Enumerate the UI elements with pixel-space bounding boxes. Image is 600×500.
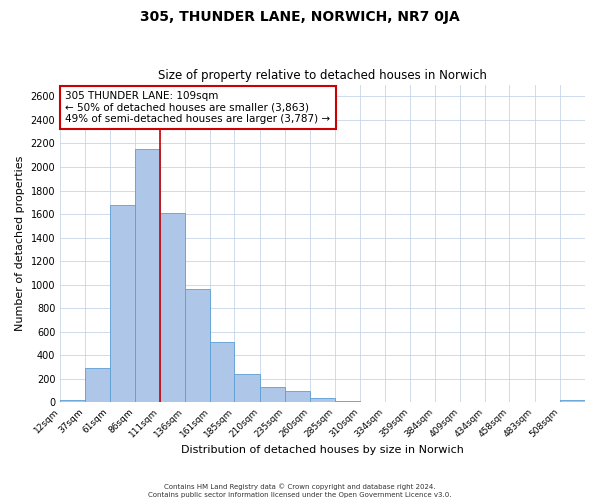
Bar xyxy=(335,400,361,402)
Bar xyxy=(210,342,235,402)
Bar xyxy=(85,368,110,402)
Y-axis label: Number of detached properties: Number of detached properties xyxy=(15,156,25,331)
Bar xyxy=(235,374,260,402)
Bar xyxy=(185,290,210,403)
Bar xyxy=(135,150,160,402)
Bar xyxy=(260,387,285,402)
Text: 305 THUNDER LANE: 109sqm
← 50% of detached houses are smaller (3,863)
49% of sem: 305 THUNDER LANE: 109sqm ← 50% of detach… xyxy=(65,91,331,124)
X-axis label: Distribution of detached houses by size in Norwich: Distribution of detached houses by size … xyxy=(181,445,464,455)
Title: Size of property relative to detached houses in Norwich: Size of property relative to detached ho… xyxy=(158,69,487,82)
Bar xyxy=(60,400,85,402)
Text: 305, THUNDER LANE, NORWICH, NR7 0JA: 305, THUNDER LANE, NORWICH, NR7 0JA xyxy=(140,10,460,24)
Bar xyxy=(560,400,585,402)
Bar xyxy=(160,213,185,402)
Bar xyxy=(285,390,310,402)
Bar xyxy=(110,204,135,402)
Text: Contains HM Land Registry data © Crown copyright and database right 2024.
Contai: Contains HM Land Registry data © Crown c… xyxy=(148,484,452,498)
Bar xyxy=(310,398,335,402)
